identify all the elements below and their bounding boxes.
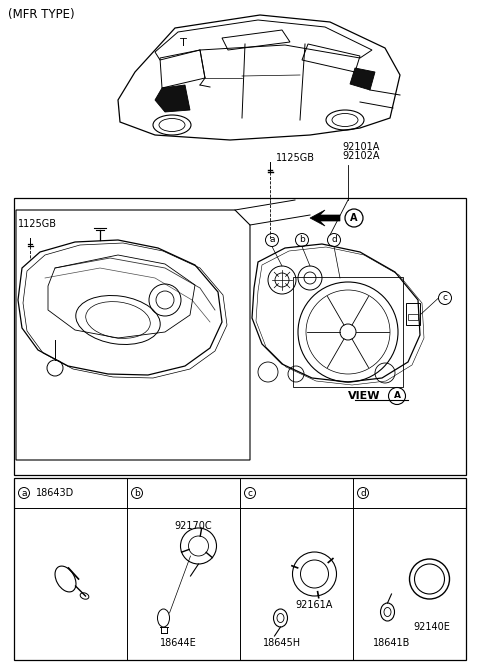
Text: a: a (269, 235, 275, 245)
Text: c: c (248, 489, 252, 497)
Text: c: c (443, 294, 447, 302)
Polygon shape (155, 85, 190, 112)
Text: (MFR TYPE): (MFR TYPE) (8, 8, 74, 21)
Bar (14, 478, 466, 660)
Bar (293, 277, 403, 387)
Text: 18645H: 18645H (264, 638, 301, 648)
Text: 92101A: 92101A (342, 142, 379, 152)
Polygon shape (310, 210, 340, 226)
Text: 92102A: 92102A (342, 151, 380, 161)
Text: A: A (394, 391, 400, 400)
Bar (408, 314, 418, 320)
Text: d: d (360, 489, 366, 497)
Bar (14, 198, 466, 475)
Text: a: a (21, 489, 27, 497)
Text: 92170C: 92170C (175, 521, 212, 531)
Text: 1125GB: 1125GB (276, 153, 315, 163)
Text: 92140E: 92140E (413, 622, 450, 632)
Text: A: A (350, 213, 358, 223)
Text: VIEW: VIEW (348, 391, 380, 401)
Bar (406, 303, 420, 325)
Polygon shape (350, 68, 375, 90)
Text: d: d (331, 235, 337, 245)
Text: b: b (299, 235, 305, 245)
Text: 18643D: 18643D (36, 488, 74, 498)
Text: 18644E: 18644E (160, 638, 197, 648)
Text: 92161A: 92161A (296, 600, 333, 610)
Text: b: b (134, 489, 140, 497)
Text: 18641B: 18641B (373, 638, 410, 648)
Text: 1125GB: 1125GB (18, 219, 57, 229)
